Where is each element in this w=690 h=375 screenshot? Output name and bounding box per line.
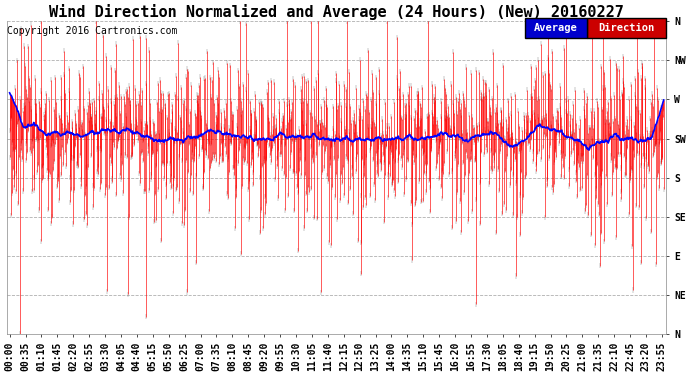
Text: Direction: Direction [599,23,655,33]
Title: Wind Direction Normalized and Average (24 Hours) (New) 20160227: Wind Direction Normalized and Average (2… [50,4,624,20]
Text: Copyright 2016 Cartronics.com: Copyright 2016 Cartronics.com [7,26,177,36]
Text: Average: Average [534,23,578,33]
